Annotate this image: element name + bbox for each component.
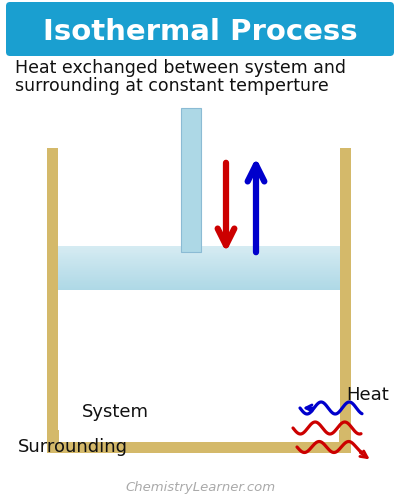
FancyBboxPatch shape — [6, 2, 394, 56]
Wedge shape — [47, 430, 59, 442]
Bar — [58, 268, 340, 269]
Text: System: System — [82, 403, 149, 421]
Text: Surrounding: Surrounding — [18, 438, 128, 456]
Bar — [58, 279, 340, 280]
Bar — [58, 255, 340, 256]
Bar — [58, 248, 340, 250]
Bar — [181, 108, 201, 252]
Wedge shape — [339, 430, 351, 442]
Bar — [58, 256, 340, 257]
Bar — [58, 286, 340, 288]
Text: surrounding at constant temperture: surrounding at constant temperture — [15, 77, 329, 95]
Bar — [58, 264, 340, 266]
Text: Isothermal Process: Isothermal Process — [43, 18, 357, 46]
Bar — [58, 282, 340, 284]
Bar — [58, 148, 340, 430]
Bar — [58, 266, 340, 267]
Bar — [58, 288, 340, 289]
Bar — [58, 270, 340, 272]
Bar — [47, 148, 58, 442]
Bar — [47, 442, 351, 453]
Bar — [58, 289, 340, 290]
Bar — [58, 254, 340, 255]
Bar — [58, 258, 340, 259]
Bar — [58, 274, 340, 276]
Bar — [58, 284, 340, 286]
Bar — [58, 280, 340, 281]
Bar — [58, 267, 340, 268]
Bar — [58, 246, 340, 247]
Bar — [58, 269, 340, 270]
Bar — [58, 260, 340, 262]
Bar — [58, 281, 340, 282]
Text: Heat exchanged between system and: Heat exchanged between system and — [15, 59, 346, 77]
Bar — [58, 278, 340, 279]
Bar — [58, 250, 340, 252]
Text: ChemistryLearner.com: ChemistryLearner.com — [125, 482, 275, 494]
Bar — [58, 247, 340, 248]
Bar — [58, 276, 340, 277]
Bar — [58, 277, 340, 278]
Text: Heat: Heat — [347, 386, 389, 404]
Bar — [58, 262, 340, 264]
Bar — [58, 252, 340, 254]
Bar — [58, 257, 340, 258]
Bar — [58, 272, 340, 274]
Bar — [340, 148, 351, 442]
Bar — [58, 259, 340, 260]
